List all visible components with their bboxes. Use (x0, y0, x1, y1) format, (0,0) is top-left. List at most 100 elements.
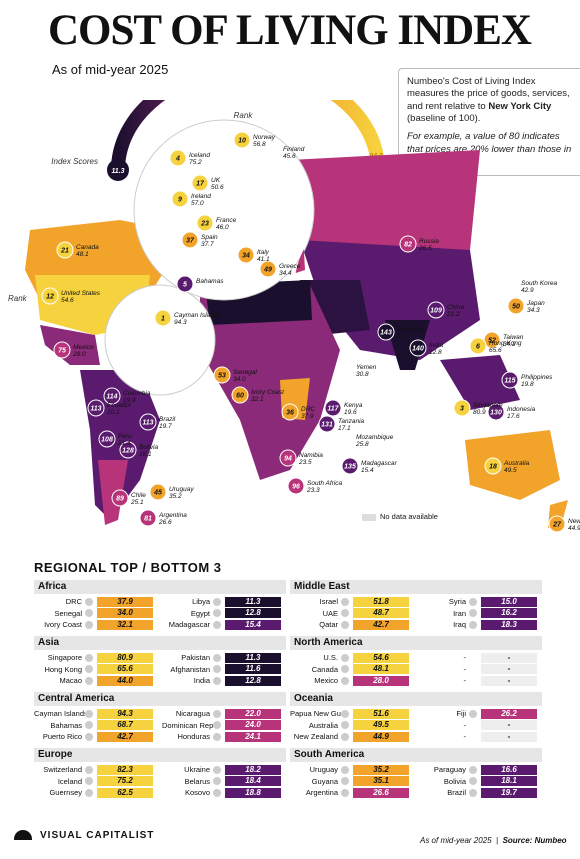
region-country-value: 19.7 (481, 787, 537, 798)
flag-icon (469, 765, 477, 774)
flag-icon (341, 676, 349, 685)
country-value-spain: 37.7 (201, 241, 214, 248)
region-row: Brazil 19.7 (418, 787, 542, 799)
rank-number-canada: 21 (60, 248, 69, 255)
brand-logo-icon (14, 830, 32, 841)
rank-number-russia: 82 (404, 242, 412, 249)
flag-icon (213, 620, 221, 629)
region-country-name: Uruguay (309, 765, 338, 775)
flag-icon (213, 732, 221, 741)
region-country-value: 42.7 (353, 619, 409, 630)
region-row: Puerto Rico 42.7 (34, 731, 158, 743)
rank-bubble-france (196, 214, 214, 232)
rank-number-india: 140 (412, 346, 424, 353)
region-country-value: 82.3 (97, 764, 153, 775)
country-value-kenya: 19.6 (344, 409, 357, 416)
country-value-taiwan: 34.2 (503, 341, 516, 348)
rank-bubble-peru (98, 430, 116, 448)
region-row: Iraq 18.3 (418, 619, 542, 631)
region-row: Qatar 42.7 (290, 619, 414, 631)
rank-bubble-spain (181, 231, 199, 249)
no-data-legend: No data available (362, 512, 438, 521)
region-country-name: Iraq (453, 620, 466, 630)
rank-bubble-indonesia (487, 403, 505, 421)
region-country-name: Iceland (57, 776, 82, 786)
country-label-australia: Australia (503, 460, 530, 467)
scale-min-marker (107, 159, 129, 181)
region-row: Ivory Coast 32.1 (34, 619, 158, 631)
country-value-japan: 34.3 (527, 307, 540, 314)
rank-bubble-russia (399, 235, 417, 253)
region-country-value: 48.7 (353, 608, 409, 619)
region-country-value: 54.6 (353, 652, 409, 663)
country-label-china: China (447, 304, 464, 311)
index-scale-arc (111, 100, 385, 171)
country-label-indonesia: Indonesia (507, 406, 536, 413)
flag-icon (85, 765, 93, 774)
region-country-value: 12.8 (225, 675, 281, 686)
region-country-value: 35.1 (353, 776, 409, 787)
rank-bubble-senegal (213, 366, 231, 384)
rank-number-japan: 50 (512, 304, 520, 311)
region-top-list: Singapore 80.9 Hong Kong 65.6 Macao 44.0 (34, 652, 158, 687)
rank-bubble-tanzania (318, 415, 336, 433)
flag-icon (341, 732, 349, 741)
region-country-name: Argentina (305, 788, 338, 798)
country-value-peru: 21.4 (117, 440, 131, 447)
flag-icon (469, 777, 477, 786)
southeast-asia-shape (440, 355, 520, 410)
region-country-name: Pakistan (181, 653, 210, 663)
region-country-name: Fiji (456, 709, 466, 719)
region-country-name: Ivory Coast (44, 620, 82, 630)
country-label-colombia: Colombia (123, 390, 151, 397)
country-value-indonesia: 17.6 (507, 413, 520, 420)
rank-number-south-africa: 96 (292, 484, 300, 491)
country-label-uruguay: Uruguay (169, 486, 194, 493)
rank-number-brazil: 113 (142, 420, 153, 427)
region-row: -- (418, 731, 542, 743)
rank-bubble-drc (281, 403, 299, 421)
region-top-list: DRC 37.9 Senegal 34.0 Ivory Coast 32.1 (34, 596, 158, 631)
rank-number-kenya: 117 (327, 406, 339, 413)
region-country-name: Qatar (319, 620, 338, 630)
country-label-drc: DRC (301, 406, 315, 413)
country-value-russia: 26.5 (418, 245, 432, 252)
region-row: DRC 37.9 (34, 596, 158, 608)
rank-number-bolivia: 128 (122, 448, 134, 455)
region-top-list: Switzerland 82.3 Iceland 75.2 Guernsey 62.5 (34, 764, 158, 799)
region-row: New Zealand 44.9 (290, 731, 414, 743)
rank-bubble-cayman-islands (154, 309, 172, 327)
rank-number-namibia: 94 (284, 456, 292, 463)
flag-icon (85, 653, 93, 662)
flag-icon (213, 721, 221, 730)
country-value-iceland: 75.2 (189, 159, 202, 166)
flag-icon (213, 597, 221, 606)
region-country-name: Cayman Islands (34, 709, 85, 719)
russia-shape (290, 150, 480, 255)
region-country-value: 65.6 (97, 664, 153, 675)
region-country-name: Ukraine (184, 765, 210, 775)
region-country-name: Guernsey (49, 788, 82, 798)
australia-shape (465, 430, 560, 500)
region-panel-middle-east: Middle East Israel 51.8 UAE 48.7 Qatar 42.7 Syr… (290, 580, 542, 634)
rank-bubble-uruguay (149, 483, 167, 501)
region-country-name: - (463, 732, 467, 742)
region-country-value: 18.3 (481, 619, 537, 630)
region-country-name: Switzerland (43, 765, 82, 775)
region-country-name: Israel (319, 597, 338, 607)
region-country-value: 32.1 (97, 619, 153, 630)
country-label-united-states: United States (61, 290, 101, 297)
region-panel-title: North America (290, 636, 542, 650)
rank-number-drc: 36 (286, 410, 294, 417)
region-row: Bahamas 68.7 (34, 720, 158, 732)
country-label-canada: Canada (76, 244, 99, 251)
flag-icon (341, 597, 349, 606)
region-country-value: 44.9 (353, 731, 409, 742)
region-row: -- (418, 664, 542, 676)
region-country-name: - (463, 720, 467, 730)
region-row: Iran 16.2 (418, 608, 542, 620)
region-row: UAE 48.7 (290, 608, 414, 620)
rank-bubble-namibia (279, 449, 297, 467)
index-scores-label: Index Scores (51, 157, 98, 166)
